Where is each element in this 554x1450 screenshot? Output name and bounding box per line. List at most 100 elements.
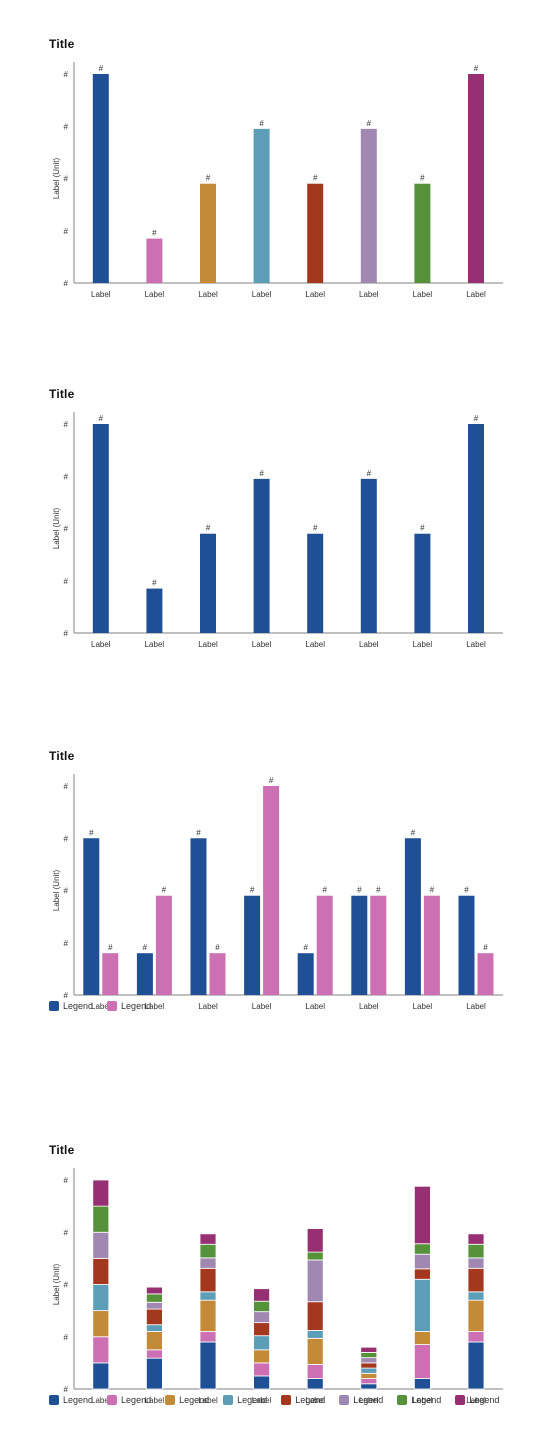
y-axis-label: Label (Unit) xyxy=(52,1263,61,1305)
bar xyxy=(360,128,377,283)
bar xyxy=(351,895,368,995)
x-tick-label: Label xyxy=(252,1002,272,1011)
y-tick-label: # xyxy=(64,1176,69,1185)
bar-segment xyxy=(467,1331,485,1343)
data-label: # xyxy=(357,886,362,895)
data-label: # xyxy=(483,943,488,952)
bar-segment xyxy=(92,1231,110,1259)
bar xyxy=(316,895,333,995)
bar-segment xyxy=(199,1257,217,1269)
x-tick-label: Label xyxy=(252,1396,272,1405)
legend-swatch xyxy=(107,1001,118,1011)
x-tick-label: Label xyxy=(466,1002,486,1011)
x-tick-label: Label xyxy=(252,640,272,649)
data-label: # xyxy=(162,886,167,895)
bar-segment xyxy=(253,1349,271,1364)
bar xyxy=(136,953,153,995)
bar xyxy=(414,533,431,633)
bar xyxy=(370,895,387,995)
y-tick-label: # xyxy=(64,577,69,586)
bar-segment xyxy=(413,1344,431,1379)
legend-swatch xyxy=(397,1395,408,1405)
bar-segment xyxy=(360,1367,378,1374)
bar-segment xyxy=(253,1375,271,1390)
bar-segment xyxy=(467,1233,485,1245)
bar xyxy=(92,74,109,283)
x-tick-label: Label xyxy=(145,1002,165,1011)
x-tick-label: Label xyxy=(413,1396,433,1405)
bar-segment xyxy=(92,1205,110,1233)
x-tick-label: Label xyxy=(305,290,325,299)
y-tick-label: # xyxy=(64,1333,69,1342)
x-tick-label: Label xyxy=(359,640,379,649)
data-label: # xyxy=(322,886,327,895)
bar xyxy=(297,953,314,995)
bar-segment xyxy=(199,1331,217,1343)
x-tick-label: Label xyxy=(466,290,486,299)
bar-segment xyxy=(360,1352,378,1359)
x-tick-label: Label xyxy=(466,1396,486,1405)
data-label: # xyxy=(206,524,211,533)
y-tick-label: # xyxy=(64,834,69,843)
data-label: # xyxy=(206,174,211,183)
chart-4-title: Title xyxy=(49,1143,75,1157)
x-tick-label: Label xyxy=(91,640,111,649)
bar-segment xyxy=(199,1233,217,1245)
y-tick-label: # xyxy=(64,279,69,288)
x-tick-label: Label xyxy=(413,640,433,649)
bar-segment xyxy=(92,1310,110,1338)
y-tick-label: # xyxy=(64,939,69,948)
bar-segment xyxy=(199,1243,217,1259)
x-tick-label: Label xyxy=(91,290,111,299)
y-tick-label: # xyxy=(64,629,69,638)
chart-3-legend: Legend Legend xyxy=(49,1001,165,1011)
data-label: # xyxy=(196,828,201,837)
chart-4: #####Label (Unit)Label Label Label Label Lab… xyxy=(52,1168,503,1405)
data-label: # xyxy=(89,828,94,837)
chart-1: #####Label (Unit)Label Label Label Label Lab… xyxy=(52,62,503,299)
bar-segment xyxy=(413,1331,431,1345)
bar-segment xyxy=(92,1362,110,1390)
bar-segment xyxy=(145,1301,163,1310)
bar-segment xyxy=(199,1299,217,1332)
legend-item: Legend xyxy=(339,1395,383,1405)
legend-swatch xyxy=(49,1001,59,1011)
data-label: # xyxy=(420,524,425,533)
y-tick-label: # xyxy=(64,525,69,534)
x-tick-label: Label xyxy=(359,290,379,299)
bar-segment xyxy=(306,1337,324,1365)
bar xyxy=(404,838,421,995)
bar xyxy=(146,588,163,633)
y-tick-label: # xyxy=(64,420,69,429)
y-tick-label: # xyxy=(64,122,69,131)
bar xyxy=(102,953,119,995)
data-label: # xyxy=(259,119,264,128)
legend-label: Legend xyxy=(179,1395,210,1405)
x-tick-label: Label xyxy=(252,290,272,299)
bar-segment xyxy=(306,1364,324,1379)
y-tick-label: # xyxy=(64,887,69,896)
data-label: # xyxy=(411,828,416,837)
y-tick-label: # xyxy=(64,70,69,79)
x-tick-label: Label xyxy=(145,1396,165,1405)
data-label: # xyxy=(143,943,148,952)
legend-item: Legend xyxy=(397,1395,441,1405)
legend-label: Legend xyxy=(469,1395,500,1405)
x-tick-label: Label xyxy=(359,1396,379,1405)
legend-label: Legend xyxy=(63,1395,94,1405)
legend-swatch xyxy=(49,1395,59,1405)
data-label: # xyxy=(474,414,479,423)
bar-segment xyxy=(199,1267,217,1293)
bar-segment xyxy=(413,1253,431,1270)
bar-segment xyxy=(253,1362,271,1377)
bar xyxy=(468,74,484,283)
bar-segment xyxy=(92,1257,110,1285)
x-tick-label: Label xyxy=(305,640,325,649)
bar xyxy=(307,183,324,283)
x-tick-label: Label xyxy=(145,290,165,299)
bar xyxy=(244,895,261,995)
bar-segment xyxy=(199,1291,217,1301)
bar xyxy=(155,895,172,995)
legend-item: Legend xyxy=(107,1001,151,1011)
bar-segment xyxy=(413,1278,431,1332)
